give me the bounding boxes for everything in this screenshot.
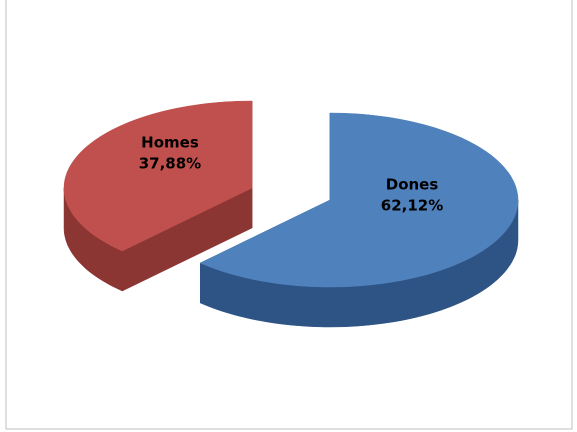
- slice-label: Dones: [386, 176, 439, 194]
- slice-value-label: 62,12%: [381, 197, 443, 215]
- slice: [199, 112, 519, 288]
- slice-value-label: 37,88%: [139, 154, 201, 172]
- slice: [63, 100, 253, 252]
- slice-label: Homes: [141, 133, 199, 151]
